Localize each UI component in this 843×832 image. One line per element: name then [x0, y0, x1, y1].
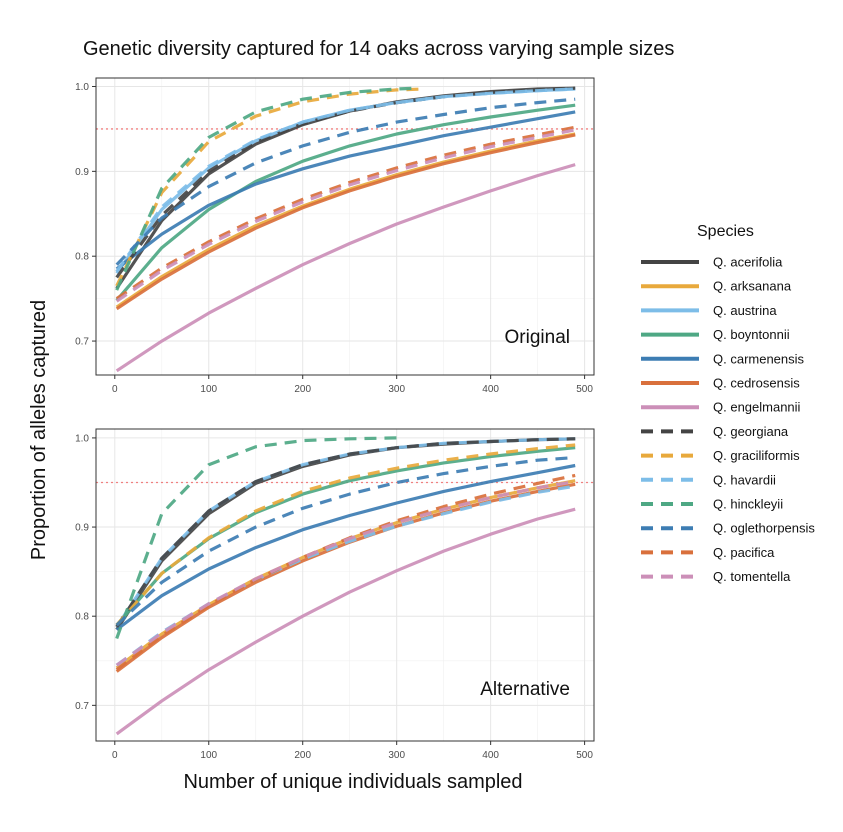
panel-0: 0 100 200 300 400 500 0.7 0.8 0.9 1.0 Original [75, 77, 595, 395]
series-line-q--hinckleyii [115, 86, 416, 291]
x-axis-label: Number of unique individuals sampled [183, 771, 522, 793]
series-line-q--havardii [115, 87, 576, 273]
series-line-q--engelmannii [115, 507, 576, 736]
legend-label: Q. engelmannii [713, 400, 801, 415]
panel-background [96, 78, 594, 375]
series-line-q--engelmannii [115, 163, 576, 373]
legend-label: Q. austrina [713, 303, 777, 318]
x-tick-label: 500 [576, 750, 593, 761]
x-tick-label: 100 [200, 750, 217, 761]
legend-label: Q. havardii [713, 472, 776, 487]
legend-label: Q. hinckleyii [713, 497, 783, 512]
legend-item: Q. pacifica [641, 545, 775, 560]
series-line-q--carmenensis [115, 463, 576, 631]
y-tick-label: 0.9 [75, 167, 89, 178]
panel-1: 0 100 200 300 400 500 0.7 0.8 0.9 1.0 Alternative [75, 428, 595, 761]
legend-label: Q. arksanana [713, 279, 792, 294]
series-line-q--pacifica [115, 125, 576, 300]
x-tick-label: 200 [294, 384, 311, 395]
legend-label: Q. cedrosensis [713, 376, 800, 391]
y-tick-label: 0.8 [75, 612, 89, 623]
x-tick-label: 0 [112, 384, 118, 395]
panels: 0 100 200 300 400 500 0.7 0.8 0.9 1.0 Original 0 100… [75, 77, 595, 761]
legend-item: Q. tomentella [641, 569, 791, 584]
legend-item: Q. carmenensis [641, 351, 805, 366]
panel-border [95, 428, 595, 742]
series-line-q--tomentella [115, 128, 576, 303]
legend-label: Q. acerifolia [713, 255, 783, 270]
series-line-q--arksanana [115, 132, 576, 309]
x-tick-label: 300 [388, 384, 405, 395]
legend-item: Q. georgiana [641, 424, 789, 439]
legend-label: Q. oglethorpensis [713, 521, 815, 536]
legend-label: Q. georgiana [713, 424, 789, 439]
x-tick-label: 400 [482, 750, 499, 761]
series-line-q--havardii [115, 484, 576, 667]
legend-item: Q. arksanana [641, 279, 792, 294]
series-line-q--hinckleyii [115, 436, 397, 640]
legend-item: Q. austrina [641, 303, 777, 318]
series-line-q--cedrosensis [115, 133, 576, 311]
x-tick-label: 0 [112, 750, 118, 761]
legend-item: Q. engelmannii [641, 400, 801, 415]
series-line-q--carmenensis [115, 110, 576, 271]
legend-item: Q. acerifolia [641, 255, 783, 270]
panel-label: Alternative [480, 679, 570, 700]
y-tick-label: 1.0 [75, 433, 89, 444]
legend-item: Q. graciliformis [641, 448, 800, 463]
y-tick-label: 0.7 [75, 701, 89, 712]
series-line-q--oglethorpensis [115, 97, 576, 266]
x-tick-label: 100 [200, 384, 217, 395]
y-tick-label: 0.7 [75, 337, 89, 348]
legend-label: Q. tomentella [713, 569, 791, 584]
legend: Species Q. acerifolia Q. arksanana Q. aust… [641, 223, 815, 584]
legend-item: Q. cedrosensis [641, 376, 800, 391]
x-tick-label: 500 [576, 384, 593, 395]
series-line-q--tomentella [115, 480, 576, 667]
y-tick-label: 0.9 [75, 523, 89, 534]
panel-label: Original [505, 327, 570, 348]
chart-title: Genetic diversity captured for 14 oaks a… [83, 38, 674, 60]
series-line-q--boyntonnii [115, 103, 576, 302]
legend-label: Q. pacifica [713, 545, 775, 560]
panel-border [95, 77, 595, 376]
y-tick-label: 1.0 [75, 82, 89, 93]
x-tick-label: 200 [294, 750, 311, 761]
legend-label: Q. graciliformis [713, 448, 800, 463]
legend-item: Q. oglethorpensis [641, 521, 815, 536]
legend-title: Species [697, 223, 754, 240]
legend-item: Q. havardii [641, 472, 776, 487]
series-line-q--oglethorpensis [115, 455, 576, 627]
legend-label: Q. boyntonnii [713, 327, 790, 342]
legend-item: Q. boyntonnii [641, 327, 790, 342]
series-line-q--georgiana [115, 437, 576, 628]
x-tick-label: 300 [388, 750, 405, 761]
y-tick-label: 0.8 [75, 252, 89, 263]
series-line-q--graciliformis [115, 443, 576, 627]
x-tick-label: 400 [482, 384, 499, 395]
legend-item: Q. hinckleyii [641, 497, 783, 512]
y-axis-label: Proportion of alleles captured [28, 300, 50, 560]
legend-label: Q. carmenensis [713, 351, 805, 366]
